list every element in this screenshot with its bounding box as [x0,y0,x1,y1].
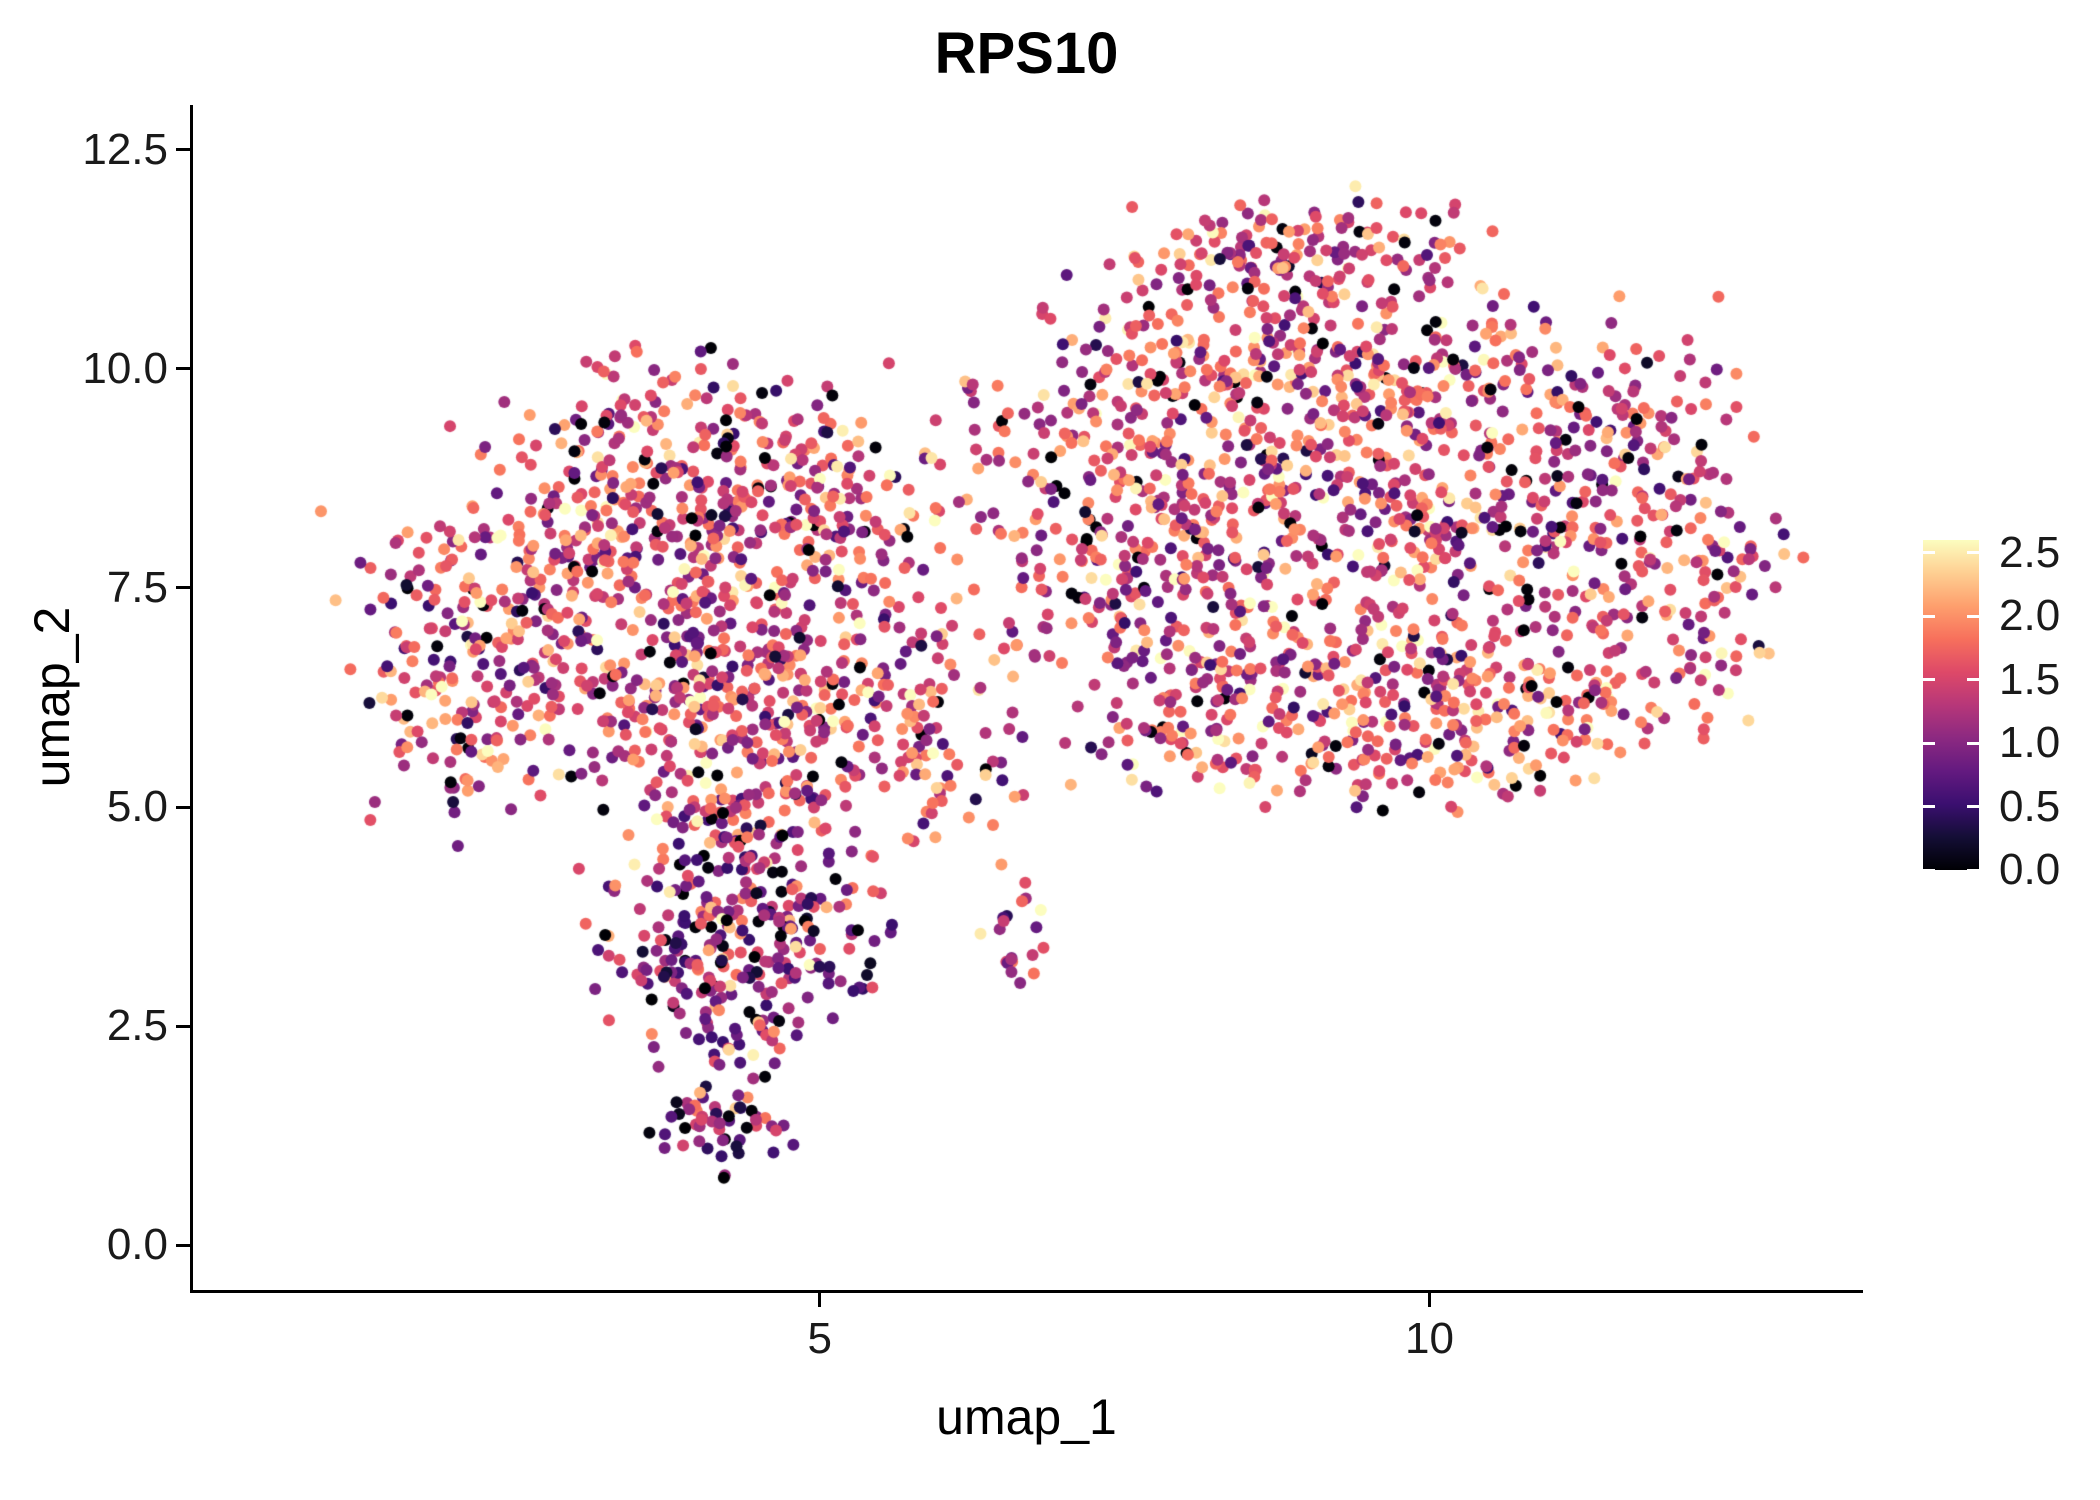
x-tick-label: 5 [807,1314,833,1363]
colorbar-tick-mark [1923,678,1935,682]
x-tick-mark [818,1293,822,1307]
colorbar-tick-mark [1967,741,1979,745]
scatter-canvas [193,105,1860,1290]
colorbar-tick-label: 2.5 [1999,527,2061,577]
y-tick-label: 12.5 [82,124,168,174]
y-tick-mark [176,1243,190,1247]
y-tick-mark [176,1024,190,1028]
x-tick-label: 10 [1405,1314,1454,1363]
colorbar-tick-mark [1923,551,1935,555]
colorbar-tick-label: 0.0 [1999,845,2061,894]
colorbar-tick-mark [1967,678,1979,682]
colorbar-tick-mark [1967,551,1979,555]
x-axis-line [190,1290,1863,1293]
colorbar-tick-label: 2.0 [1999,591,2061,641]
colorbar-tick-mark [1967,868,1979,872]
x-axis-title: umap_1 [936,1389,1117,1445]
y-axis-title: umap_2 [24,606,80,788]
y-tick-label: 2.5 [106,1001,168,1051]
colorbar-tick-label: 0.5 [1999,781,2061,831]
colorbar-tick-label: 1.0 [1999,718,2061,768]
colorbar-gradient [1923,540,1979,870]
y-tick-label: 5.0 [106,782,168,832]
colorbar-tick-mark [1923,614,1935,618]
colorbar-tick-mark [1923,741,1935,745]
plot-title: RPS10 [934,21,1119,86]
colorbar-tick-mark [1923,805,1935,809]
colorbar-tick-mark [1967,805,1979,809]
colorbar-tick-mark [1923,868,1935,872]
y-tick-mark [176,367,190,371]
colorbar-tick-label: 1.5 [1999,654,2061,704]
x-tick-mark [1428,1293,1432,1307]
y-tick-label: 0.0 [106,1220,168,1270]
y-tick-mark [176,148,190,152]
y-tick-mark [176,805,190,809]
y-axis-line [190,105,193,1293]
y-tick-label: 10.0 [82,343,168,393]
colorbar-tick-mark [1967,614,1979,618]
y-tick-mark [176,586,190,590]
y-tick-label: 7.5 [106,562,168,612]
